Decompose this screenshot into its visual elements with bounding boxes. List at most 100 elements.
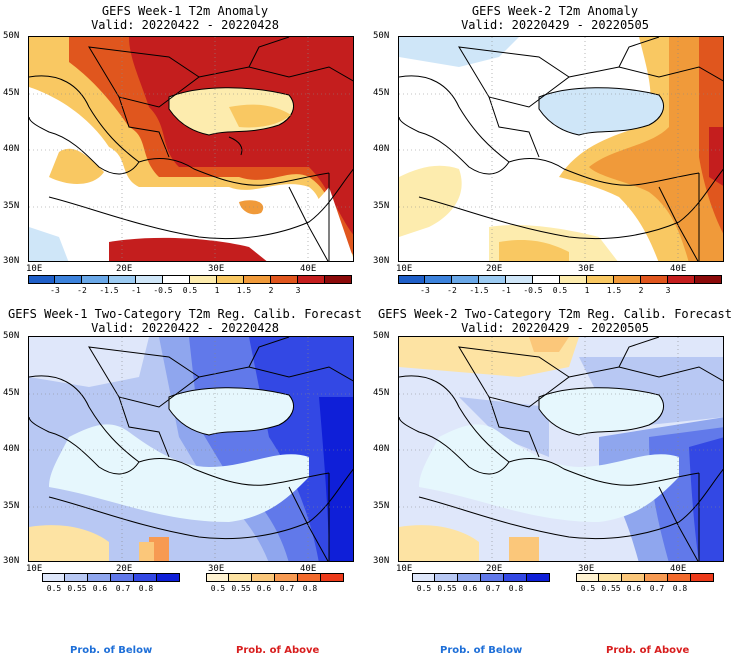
above-colorbar: 0.5 0.55 0.6 0.7 0.8 xyxy=(206,573,344,596)
colorbar-tick-label: -3 xyxy=(50,286,60,295)
lat-label: 45N xyxy=(373,388,390,398)
colorbar-swatch xyxy=(587,275,614,284)
colorbar-swatch xyxy=(695,275,722,284)
colorbar-tick-label: 0.5 xyxy=(182,286,198,295)
lat-label: 45N xyxy=(373,88,390,98)
panel-valid-dates: Valid: 20220422 - 20220428 xyxy=(91,321,279,335)
lat-label: 30N xyxy=(373,256,390,266)
colorbar-swatch xyxy=(691,573,714,582)
colorbar-tick-label: 1.5 xyxy=(606,286,622,295)
lon-label: 20E xyxy=(486,564,503,574)
colorbar-tick-label: 1 xyxy=(584,286,590,295)
colorbar-swatch xyxy=(298,573,321,582)
colorbar-tick-label: 2 xyxy=(638,286,644,295)
colorbar-swatch xyxy=(275,573,298,582)
colorbar-swatch xyxy=(28,275,55,284)
colorbar-tick-label: 0.6 xyxy=(92,584,108,593)
prob-above-label: Prob. of Above xyxy=(606,645,690,656)
colorbar-swatch xyxy=(452,275,479,284)
lon-label: 20E xyxy=(116,264,133,274)
colorbar-tick-label: -1 xyxy=(131,286,141,295)
colorbar-tick-label: 0.8 xyxy=(138,584,154,593)
lon-label: 10E xyxy=(396,264,413,274)
colorbar-tick-label: 0.5 xyxy=(46,584,62,593)
colorbar-swatch xyxy=(504,573,527,582)
colorbar-swatch xyxy=(435,573,458,582)
colorbar-tick-label: -2 xyxy=(77,286,87,295)
lat-label: 35N xyxy=(373,201,390,211)
colorbar-tick-label: 1 xyxy=(214,286,220,295)
colorbar-tick-label: 0.5 xyxy=(416,584,432,593)
panel-title: GEFS Week-1 Two-Category T2m Reg. Calib.… xyxy=(7,307,362,321)
anomaly-map xyxy=(398,36,724,262)
lat-label: 40N xyxy=(373,144,390,154)
colorbar-tick-label: -0.5 xyxy=(523,286,543,295)
colorbar-swatch xyxy=(134,573,157,582)
colorbar-swatch xyxy=(136,275,163,284)
panel-week1-probability: GEFS Week-1 Two-Category T2m Reg. Calib.… xyxy=(0,300,370,620)
lon-label: 30E xyxy=(578,264,595,274)
colorbar-swatch xyxy=(481,573,504,582)
lon-label: 10E xyxy=(26,264,43,274)
colorbar-swatch xyxy=(252,573,275,582)
colorbar-tick-label: 0.8 xyxy=(508,584,524,593)
colorbar-swatch xyxy=(244,275,271,284)
colorbar-tick-label: -0.5 xyxy=(153,286,173,295)
colorbar-swatch xyxy=(190,275,217,284)
panel-title: GEFS Week-2 Two-Category T2m Reg. Calib.… xyxy=(377,307,732,321)
colorbar-swatch xyxy=(42,573,65,582)
colorbar-swatch xyxy=(622,573,645,582)
colorbar-tick-label: 3 xyxy=(665,286,671,295)
above-colorbar: 0.5 0.55 0.6 0.7 0.8 xyxy=(576,573,714,596)
colorbar-swatch xyxy=(111,573,134,582)
lon-label: 20E xyxy=(116,564,133,574)
panel-valid-dates: Valid: 20220429 - 20220505 xyxy=(461,18,649,32)
colorbar-tick-label: 0.7 xyxy=(279,584,295,593)
prob-below-label: Prob. of Below xyxy=(70,645,153,656)
lat-label: 40N xyxy=(373,444,390,454)
lat-label: 30N xyxy=(3,556,20,566)
colorbar-tick-label: -2 xyxy=(447,286,457,295)
colorbar-tick-label: 2 xyxy=(268,286,274,295)
lon-label: 40E xyxy=(670,564,687,574)
colorbar-swatch xyxy=(576,573,599,582)
colorbar-swatch xyxy=(163,275,190,284)
lat-label: 30N xyxy=(3,256,20,266)
lat-label: 35N xyxy=(373,501,390,511)
lat-label: 35N xyxy=(3,201,20,211)
colorbar-swatch xyxy=(645,573,668,582)
colorbar-swatch xyxy=(82,275,109,284)
lon-label: 40E xyxy=(670,264,687,274)
prob-above-label: Prob. of Above xyxy=(236,645,320,656)
panel-week2-probability: GEFS Week-2 Two-Category T2m Reg. Calib.… xyxy=(370,300,740,620)
colorbar-swatch xyxy=(325,275,352,284)
colorbar-swatch xyxy=(668,573,691,582)
colorbar-swatch xyxy=(425,275,452,284)
anomaly-colorbar: -3 -2 -1.5 -1 -0.5 0.5 1 1.5 2 3 xyxy=(398,275,722,298)
lon-label: 30E xyxy=(208,564,225,574)
colorbar-swatch xyxy=(599,573,622,582)
lon-label: 10E xyxy=(26,564,43,574)
colorbar-swatch xyxy=(527,573,550,582)
colorbar-tick-label: 0.5 xyxy=(552,286,568,295)
colorbar-swatch xyxy=(271,275,298,284)
colorbar-tick-label: 0.8 xyxy=(672,584,688,593)
anomaly-colorbar: -3 -2 -1.5 -1 -0.5 0.5 1 1.5 2 3 xyxy=(28,275,352,298)
colorbar-swatch xyxy=(65,573,88,582)
colorbar-swatch xyxy=(109,275,136,284)
colorbar-swatch xyxy=(398,275,425,284)
panel-title: GEFS Week-2 T2m Anomaly xyxy=(471,4,639,18)
panel-title: GEFS Week-1 T2m Anomaly xyxy=(101,4,269,18)
colorbar-swatch xyxy=(458,573,481,582)
lat-label: 30N xyxy=(373,556,390,566)
colorbar-swatch xyxy=(412,573,435,582)
lon-label: 40E xyxy=(300,264,317,274)
lat-label: 40N xyxy=(3,444,20,454)
below-colorbar: 0.5 0.55 0.6 0.7 0.8 xyxy=(42,573,180,596)
lon-label: 30E xyxy=(578,564,595,574)
colorbar-tick-label: 0.7 xyxy=(485,584,501,593)
colorbar-swatch xyxy=(157,573,180,582)
lat-label: 40N xyxy=(3,144,20,154)
colorbar-tick-label: 0.7 xyxy=(649,584,665,593)
colorbar-tick-label: 3 xyxy=(295,286,301,295)
